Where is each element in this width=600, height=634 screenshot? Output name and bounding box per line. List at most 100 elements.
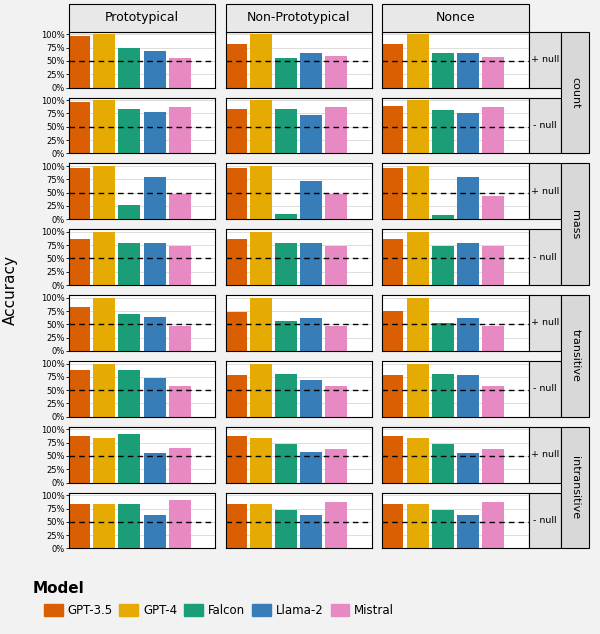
Bar	[169, 326, 191, 351]
Bar	[93, 232, 115, 285]
Bar	[250, 232, 272, 285]
Text: - null: - null	[533, 516, 557, 525]
Bar	[300, 452, 322, 482]
Bar	[482, 197, 504, 219]
Bar	[169, 500, 191, 548]
Bar	[68, 167, 90, 219]
Bar	[457, 375, 479, 417]
Bar	[225, 44, 247, 87]
Bar	[407, 166, 428, 219]
Bar	[457, 177, 479, 219]
Text: + null: + null	[531, 55, 559, 64]
Bar	[68, 504, 90, 548]
Bar	[457, 113, 479, 153]
Bar	[482, 449, 504, 482]
Bar	[457, 453, 479, 482]
Bar	[225, 436, 247, 482]
Bar	[457, 318, 479, 351]
Bar	[407, 298, 428, 351]
Bar	[93, 298, 115, 351]
Bar	[482, 386, 504, 417]
Bar	[143, 177, 166, 219]
Bar	[225, 167, 247, 219]
Text: + null: + null	[531, 318, 559, 328]
Bar	[300, 115, 322, 153]
Bar	[275, 58, 297, 87]
Bar	[300, 53, 322, 87]
Bar	[93, 363, 115, 417]
Bar	[431, 246, 454, 285]
Bar	[143, 51, 166, 87]
Bar	[250, 100, 272, 153]
Bar	[93, 166, 115, 219]
Bar	[225, 312, 247, 351]
Bar	[143, 378, 166, 417]
Bar	[457, 53, 479, 87]
Bar	[68, 239, 90, 285]
Text: - null: - null	[533, 384, 557, 393]
Bar	[382, 167, 403, 219]
Bar	[93, 439, 115, 482]
Bar	[68, 370, 90, 417]
Text: count: count	[571, 77, 580, 108]
Bar	[225, 375, 247, 417]
Text: transitive: transitive	[571, 330, 580, 382]
Bar	[431, 110, 454, 153]
Bar	[431, 53, 454, 87]
Bar	[250, 504, 272, 548]
Bar	[407, 504, 428, 548]
Text: Accuracy: Accuracy	[3, 255, 19, 325]
Bar	[275, 243, 297, 285]
Bar	[325, 246, 347, 285]
Text: + null: + null	[531, 187, 559, 196]
Bar	[325, 194, 347, 219]
Bar	[225, 109, 247, 153]
Bar	[143, 318, 166, 351]
Bar	[382, 375, 403, 417]
Bar	[407, 363, 428, 417]
Bar	[325, 449, 347, 482]
Legend: GPT-3.5, GPT-4, Falcon, Llama-2, Mistral: GPT-3.5, GPT-4, Falcon, Llama-2, Mistral	[39, 599, 399, 622]
Bar	[431, 374, 454, 417]
Bar	[93, 34, 115, 87]
Bar	[300, 515, 322, 548]
Bar	[382, 436, 403, 482]
Bar	[275, 444, 297, 482]
Bar	[482, 107, 504, 153]
Bar	[225, 239, 247, 285]
Text: intransitive: intransitive	[571, 456, 580, 519]
Bar	[118, 205, 140, 219]
Bar	[325, 326, 347, 351]
Bar	[275, 109, 297, 153]
Bar	[118, 243, 140, 285]
Bar	[482, 246, 504, 285]
Bar	[118, 48, 140, 87]
Bar	[250, 363, 272, 417]
Text: mass: mass	[571, 210, 580, 239]
Bar	[482, 502, 504, 548]
Text: Model: Model	[33, 581, 85, 596]
Bar	[382, 311, 403, 351]
Bar	[169, 107, 191, 153]
Bar	[169, 246, 191, 285]
Bar	[300, 318, 322, 351]
Bar	[169, 448, 191, 482]
Bar	[275, 510, 297, 548]
Bar	[143, 453, 166, 482]
Bar	[431, 215, 454, 219]
Bar	[250, 298, 272, 351]
Bar	[431, 323, 454, 351]
Bar	[250, 166, 272, 219]
Bar	[431, 444, 454, 482]
Bar	[250, 439, 272, 482]
Bar	[118, 434, 140, 482]
Bar	[68, 102, 90, 153]
Bar	[382, 239, 403, 285]
Bar	[275, 374, 297, 417]
Bar	[457, 515, 479, 548]
Bar	[143, 243, 166, 285]
Bar	[275, 214, 297, 219]
Bar	[382, 44, 403, 87]
Bar	[300, 243, 322, 285]
Bar	[225, 504, 247, 548]
